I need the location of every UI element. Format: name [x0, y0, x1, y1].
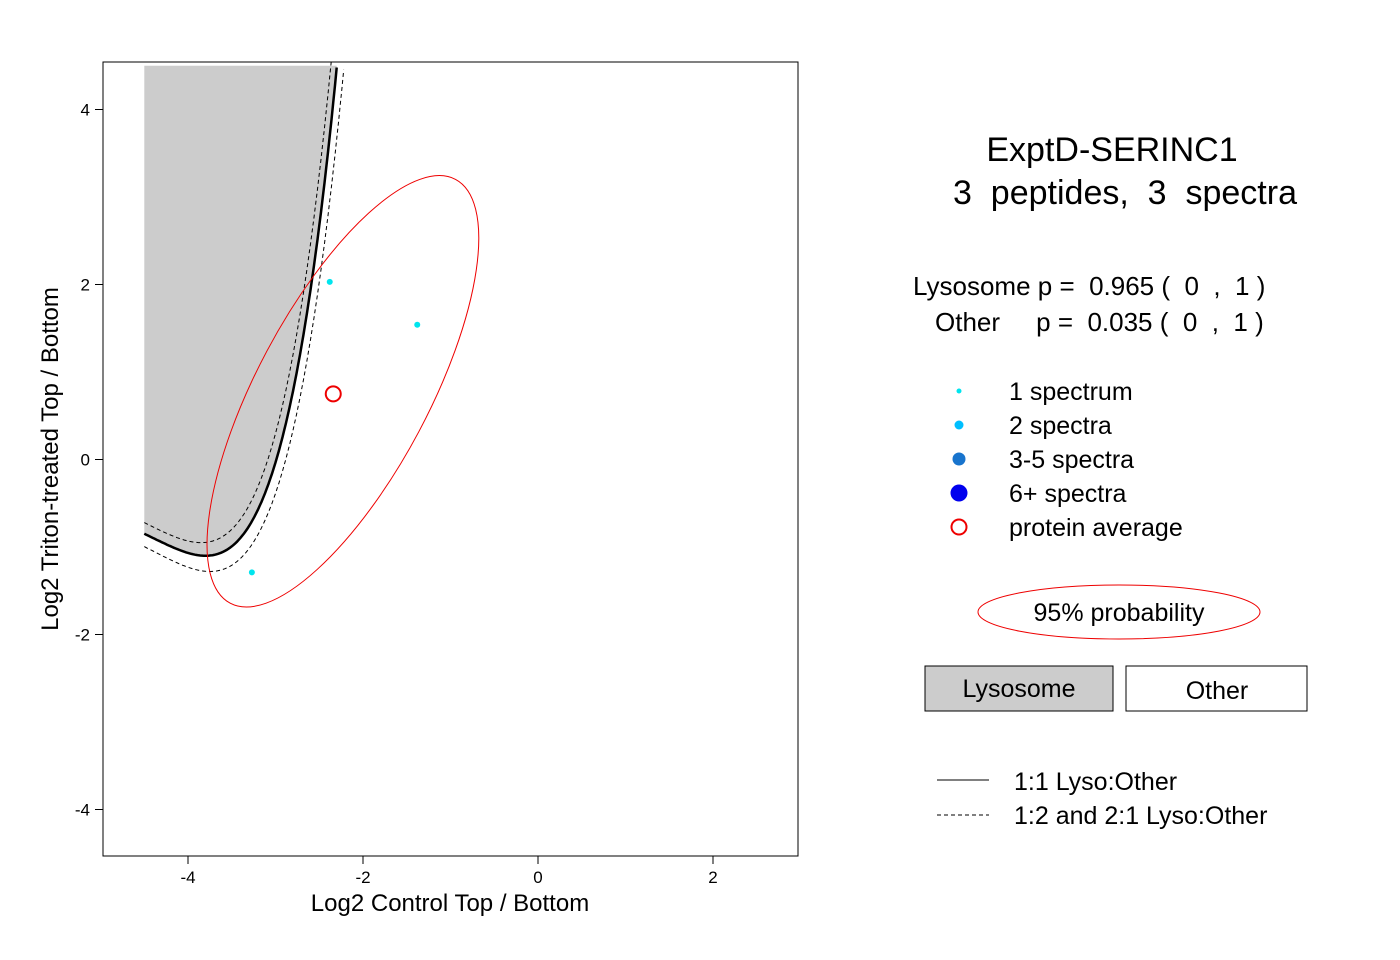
spectrum-point — [248, 569, 255, 576]
data-points — [248, 278, 421, 576]
solid-line-legend-label: 1:1 Lyso:Other — [1014, 768, 1177, 796]
lysosome-legend-box — [924, 665, 1114, 712]
y-tick-label: 0 — [81, 451, 90, 470]
boundary-1to1-line — [143, 67, 338, 558]
y-axis: -4 -2 0 2 4 — [75, 101, 103, 820]
x-tick-label: 0 — [533, 868, 542, 887]
legend-label: 3-5 spectra — [1009, 446, 1134, 474]
spectrum-point — [414, 321, 421, 328]
chart-subtitle: 3 peptides, 3 spectra — [953, 174, 1297, 212]
y-tick-label: 2 — [81, 276, 90, 295]
x-tick-label: -4 — [180, 868, 195, 887]
lysosome-legend-label: Lysosome — [962, 675, 1075, 703]
x-axis-label: Log2 Control Top / Bottom — [311, 890, 589, 917]
legend-marker-average — [950, 518, 968, 536]
lysosome-probability: Lysosome p = 0.965 ( 0 , 1 ) — [913, 271, 1265, 301]
legend-marker-2 — [954, 420, 964, 430]
y-axis-label: Log2 Triton-treated Top / Bottom — [37, 287, 64, 631]
legend-label: 2 spectra — [1009, 412, 1112, 440]
boundary-2to1-line — [144, 69, 345, 572]
probability-legend-ellipse — [977, 584, 1261, 640]
dashed-line-legend-label: 1:2 and 2:1 Lyso:Other — [1014, 802, 1267, 830]
other-probability: Other p = 0.035 ( 0 , 1 ) — [935, 307, 1264, 337]
x-tick-label: -2 — [355, 868, 370, 887]
protein-average-marker — [324, 385, 342, 403]
y-tick-label: 4 — [81, 101, 90, 120]
chart-title: ExptD-SERINC1 — [986, 131, 1237, 169]
confidence-ellipse — [206, 175, 480, 608]
legend-label: 6+ spectra — [1009, 480, 1127, 508]
spectrum-point — [326, 278, 333, 285]
probability-legend-label: 95% probability — [1034, 599, 1205, 627]
point-legend: 1 spectrum 2 spectra 3-5 spectra 6+ spectra… — [950, 378, 1183, 542]
legend-label: protein average — [1009, 514, 1183, 542]
x-axis: -4 -2 0 2 — [180, 856, 718, 887]
other-legend-box — [1125, 665, 1308, 712]
lysosome-region — [144, 65, 337, 556]
boundary-1to2-line — [144, 62, 332, 544]
legend-marker-4 — [950, 484, 968, 502]
legend-label: 1 spectrum — [1009, 378, 1133, 406]
other-legend-label: Other — [1186, 677, 1249, 705]
y-tick-label: -4 — [75, 801, 90, 820]
y-tick-label: -2 — [75, 626, 90, 645]
x-tick-label: 2 — [708, 868, 717, 887]
legend-marker-1 — [956, 388, 962, 394]
legend-marker-3 — [952, 452, 966, 466]
